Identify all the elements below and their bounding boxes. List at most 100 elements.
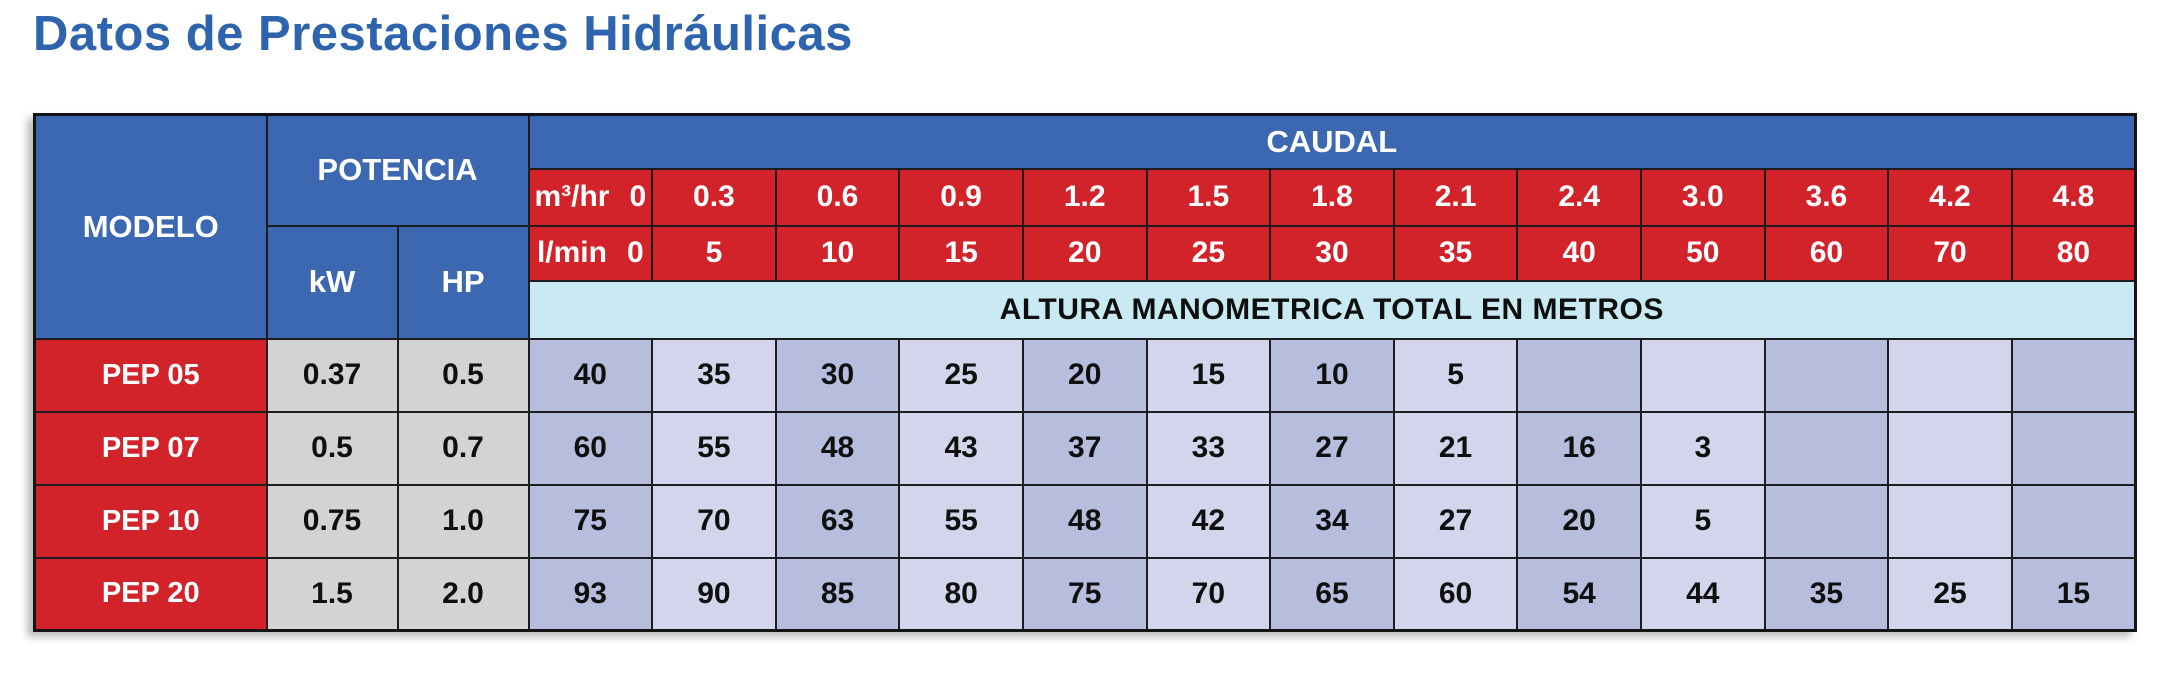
table-row-pep07: PEP 07 0.5 0.7 60 55 48 43 37 33 27 21 1…	[33, 410, 2137, 486]
hp-cell: 2.0	[396, 556, 530, 632]
head-cell	[1887, 337, 2013, 413]
model-cell: PEP 05	[33, 337, 268, 413]
lmin-value-cell: 10	[774, 224, 901, 282]
head-cell: 43	[898, 410, 1024, 486]
head-cell	[1887, 410, 2013, 486]
hp-header: HP	[396, 224, 530, 340]
head-cell: 75	[1021, 556, 1148, 632]
lmin-value-cell: 20	[1021, 224, 1148, 282]
m3hr-zero-value: 0	[629, 180, 647, 213]
m3hr-value-cell: 0.9	[898, 167, 1024, 227]
kw-cell: 1.5	[265, 556, 399, 632]
head-cell: 93	[527, 556, 654, 632]
head-cell: 21	[1392, 410, 1519, 486]
head-cell: 60	[1392, 556, 1519, 632]
hp-cell: 0.7	[396, 410, 530, 486]
kw-cell: 0.5	[265, 410, 399, 486]
m3hr-value-cell: 0.6	[774, 167, 901, 227]
lmin-value-cell: 40	[1516, 224, 1642, 282]
potencia-header: POTENCIA	[265, 113, 530, 227]
lmin-value-cell: 30	[1269, 224, 1395, 282]
head-cell: 15	[2010, 556, 2137, 632]
head-cell: 85	[774, 556, 901, 632]
m3hr-value-cell: 2.4	[1516, 167, 1642, 227]
head-cell: 5	[1392, 337, 1519, 413]
head-cell: 55	[651, 410, 777, 486]
m3hr-value-cell: 0.3	[651, 167, 777, 227]
lmin-value-cell: 35	[1392, 224, 1519, 282]
lmin-value-cell: 15	[898, 224, 1024, 282]
altura-header: ALTURA MANOMETRICA TOTAL EN METROS	[527, 279, 2137, 340]
head-cell	[1763, 483, 1890, 559]
head-cell: 27	[1269, 410, 1395, 486]
lmin-value-cell: 80	[2010, 224, 2137, 282]
head-cell: 65	[1269, 556, 1395, 632]
flow-m3hr-row: m³/hr 0 0.3 0.6 0.9 1.2 1.5 1.8 2.1 2.4 3…	[35, 167, 2137, 227]
head-cell: 25	[1887, 556, 2013, 632]
model-cell: PEP 07	[33, 410, 268, 486]
head-cell: 10	[1269, 337, 1395, 413]
head-cell: 15	[1145, 337, 1272, 413]
lmin-value-cell: 70	[1887, 224, 2013, 282]
lmin-value-cell: 60	[1763, 224, 1890, 282]
head-cell: 75	[527, 483, 654, 559]
head-cell: 63	[774, 483, 901, 559]
head-cell: 30	[774, 337, 901, 413]
model-cell: PEP 10	[33, 483, 268, 559]
head-cell	[1887, 483, 2013, 559]
hp-cell: 1.0	[396, 483, 530, 559]
head-cell: 48	[1021, 483, 1148, 559]
caudal-header: CAUDAL	[527, 113, 2137, 170]
head-cell	[1516, 337, 1642, 413]
m3hr-value-cell: 3.0	[1639, 167, 1766, 227]
head-cell: 37	[1021, 410, 1148, 486]
model-cell: PEP 20	[33, 556, 268, 632]
head-cell	[1763, 410, 1890, 486]
head-cell: 3	[1639, 410, 1766, 486]
altura-header-row: ALTURA MANOMETRICA TOTAL EN METROS	[35, 279, 2137, 340]
head-cell: 16	[1516, 410, 1642, 486]
head-cell	[1639, 337, 1766, 413]
head-cell: 5	[1639, 483, 1766, 559]
head-cell: 44	[1639, 556, 1766, 632]
m3hr-value-cell: 1.5	[1145, 167, 1272, 227]
m3hr-value-cell: 2.1	[1392, 167, 1519, 227]
head-cell: 20	[1021, 337, 1148, 413]
hp-cell: 0.5	[396, 337, 530, 413]
head-cell: 20	[1516, 483, 1642, 559]
head-cell: 35	[651, 337, 777, 413]
head-cell: 35	[1763, 556, 1890, 632]
m3hr-value-cell: 1.8	[1269, 167, 1395, 227]
m3hr-value-cell: 4.2	[1887, 167, 2013, 227]
m3hr-value-cell: 1.2	[1021, 167, 1148, 227]
head-cell: 48	[774, 410, 901, 486]
table-row-pep20: PEP 20 1.5 2.0 93 90 85 80 75 70 65 60 5…	[33, 556, 2137, 632]
lmin-value-cell: 5	[651, 224, 777, 282]
head-cell	[2010, 483, 2137, 559]
head-cell: 80	[898, 556, 1024, 632]
kw-header: kW	[265, 224, 399, 340]
kw-cell: 0.37	[265, 337, 399, 413]
head-cell: 25	[898, 337, 1024, 413]
table-row-pep10: PEP 10 0.75 1.0 75 70 63 55 48 42 34 27 …	[33, 483, 2137, 559]
head-cell: 27	[1392, 483, 1519, 559]
lmin-label-cell: l/min 0	[527, 224, 654, 282]
table-row-pep05: PEP 05 0.37 0.5 40 35 30 25 20 15 10 5	[33, 337, 2137, 413]
lmin-value-cell: 25	[1145, 224, 1272, 282]
head-cell: 33	[1145, 410, 1272, 486]
lmin-unit-label: l/min	[536, 236, 607, 269]
kw-cell: 0.75	[265, 483, 399, 559]
head-cell: 60	[527, 410, 654, 486]
head-cell: 54	[1516, 556, 1642, 632]
modelo-header: MODELO	[33, 113, 268, 340]
head-cell: 40	[527, 337, 654, 413]
caudal-header-row: MODELO POTENCIA CAUDAL	[33, 113, 2137, 340]
head-cell: 42	[1145, 483, 1272, 559]
hydraulic-performance-table: MODELO POTENCIA CAUDAL m³/hr 0 0.3 0.6 0.…	[33, 113, 2137, 632]
flow-lmin-row: kW HP l/min 0 5 10 15 20 25 30 35 40 50 6…	[35, 224, 2137, 340]
m3hr-unit-label: m³/hr	[534, 180, 610, 213]
head-cell: 55	[898, 483, 1024, 559]
m3hr-label-cell: m³/hr 0	[527, 167, 654, 227]
head-cell	[2010, 410, 2137, 486]
